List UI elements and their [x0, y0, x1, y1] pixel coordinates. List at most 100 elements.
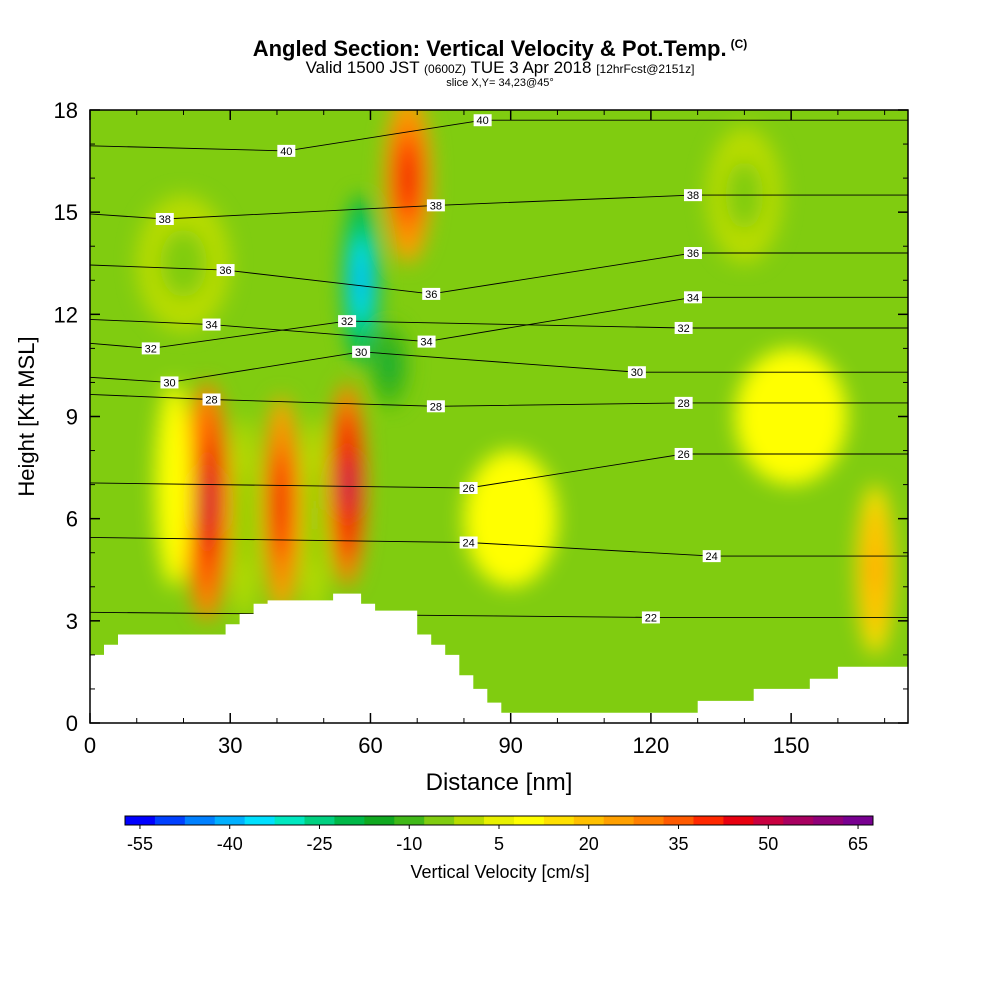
colorbar-swatch	[693, 816, 724, 825]
isentrope-label-box	[459, 482, 478, 495]
forecast-info: [12hrFcst@2151z]	[596, 62, 695, 76]
colorbar-swatch	[843, 816, 874, 825]
colorbar-swatch	[603, 816, 635, 825]
colorbar-swatch	[813, 816, 844, 825]
velocity-region	[870, 548, 880, 592]
velocity-region	[499, 501, 523, 536]
x-tick-label: 60	[358, 733, 382, 758]
isentrope-label: 36	[687, 248, 699, 260]
isentrope-label-box	[338, 315, 357, 328]
isentrope-label-box	[202, 393, 221, 406]
isentrope-label: 34	[420, 337, 432, 349]
isentrope-label: 36	[219, 265, 231, 277]
isentrope-label-box	[674, 396, 693, 409]
y-tick-label: 15	[54, 200, 78, 225]
isentrope-label-box	[683, 291, 702, 304]
colorbar-swatch	[424, 816, 455, 825]
valid-utc: (0600Z)	[424, 62, 467, 76]
colorbar-swatch	[454, 816, 485, 825]
colorbar-swatch	[334, 816, 365, 825]
x-tick-label: 30	[218, 733, 242, 758]
colorbar-tick-label: 35	[669, 834, 689, 854]
velocity-region	[402, 156, 414, 200]
isentrope-label-box	[459, 536, 478, 549]
y-tick-label: 12	[54, 302, 78, 327]
isentrope-line	[90, 119, 908, 152]
colorbar-swatch	[304, 816, 335, 825]
colorbar-tick-label: 65	[848, 834, 868, 854]
x-axis-label: Distance [nm]	[426, 769, 573, 796]
colorbar-swatch	[184, 816, 216, 825]
valid-prefix: Valid 1500 JST	[305, 58, 420, 77]
isentrope-label: 26	[462, 483, 474, 495]
isentrope-label-box	[202, 318, 221, 331]
isentrope-label: 38	[430, 200, 442, 212]
isentrope-label-box	[277, 144, 296, 157]
isentrope-label-box	[702, 550, 721, 563]
colorbar-swatch	[364, 816, 395, 825]
isentrope-label-box	[155, 212, 174, 225]
isentrope-label: 24	[706, 551, 718, 563]
velocity-region	[240, 493, 248, 545]
colorbar-swatch	[753, 816, 784, 825]
velocity-region	[276, 477, 287, 533]
colorbar-tick-label: 5	[494, 834, 504, 854]
isentrope-label: 38	[687, 190, 699, 202]
colorbar-swatch	[633, 816, 665, 825]
colorbar-tick-label: 50	[758, 834, 778, 854]
chart-title: Angled Section: Vertical Velocity & Pot.…	[0, 36, 1000, 62]
colorbar-swatch	[274, 816, 306, 825]
colorbar-swatch	[125, 816, 156, 825]
isentrope-label: 30	[163, 377, 175, 389]
isentrope-label-box	[352, 345, 371, 358]
colorbar-swatch	[783, 816, 814, 825]
isentrope-label-box	[627, 366, 646, 379]
velocity-region	[171, 246, 196, 281]
colorbar-swatch	[513, 816, 545, 825]
colorbar-swatch	[244, 816, 276, 825]
isentrope-label: 28	[205, 394, 217, 406]
y-tick-label: 6	[66, 507, 78, 532]
isentrope-label-box	[473, 114, 492, 127]
isentrope-label: 34	[687, 292, 699, 304]
isentrope-label-box	[641, 611, 660, 624]
colorbar-tick-label: -25	[306, 834, 332, 854]
colorbar-swatch	[214, 816, 246, 825]
isentrope-label: 36	[425, 289, 437, 301]
isentrope-label: 30	[631, 367, 643, 379]
x-tick-label: 90	[498, 733, 522, 758]
colorbar-tick-label: -55	[127, 834, 153, 854]
y-tick-label: 9	[66, 405, 78, 430]
isentrope-label: 38	[159, 214, 171, 226]
title-unit: (C)	[730, 37, 748, 51]
colorbar-swatch	[663, 816, 694, 825]
isentrope-label-box	[141, 342, 160, 355]
isentrope-label: 32	[145, 343, 157, 355]
isentrope-label-box	[683, 189, 702, 202]
velocity-region	[169, 459, 179, 511]
isentrope-line	[90, 536, 908, 557]
isentrope-label-box	[160, 376, 179, 389]
isentrope-label-box	[417, 335, 436, 348]
isentrope-label-box	[683, 247, 702, 260]
slice-info: slice X,Y= 34,23@45°	[446, 77, 554, 89]
y-tick-label: 18	[54, 98, 78, 123]
colorbar-swatch	[723, 816, 754, 825]
y-axis-label: Height [Kft MSL]	[14, 336, 39, 496]
colorbar-swatch	[484, 816, 515, 825]
isentrope-label: 40	[280, 146, 292, 158]
colorbar-swatch	[154, 816, 186, 825]
isentrope-label: 24	[462, 538, 474, 550]
isentrope-label-box	[426, 400, 445, 413]
colorbar-label: Vertical Velocity [cm/s]	[410, 862, 590, 882]
isentrope-label: 40	[477, 115, 489, 127]
velocity-region	[342, 459, 352, 511]
x-tick-label: 150	[773, 733, 810, 758]
colorbar-swatch	[394, 816, 425, 825]
isentrope-label-box	[216, 264, 235, 277]
isentrope-label-box	[422, 287, 441, 300]
velocity-region	[310, 493, 318, 545]
x-tick-label: 0	[84, 733, 96, 758]
colorbar-tick-label: 20	[579, 834, 599, 854]
